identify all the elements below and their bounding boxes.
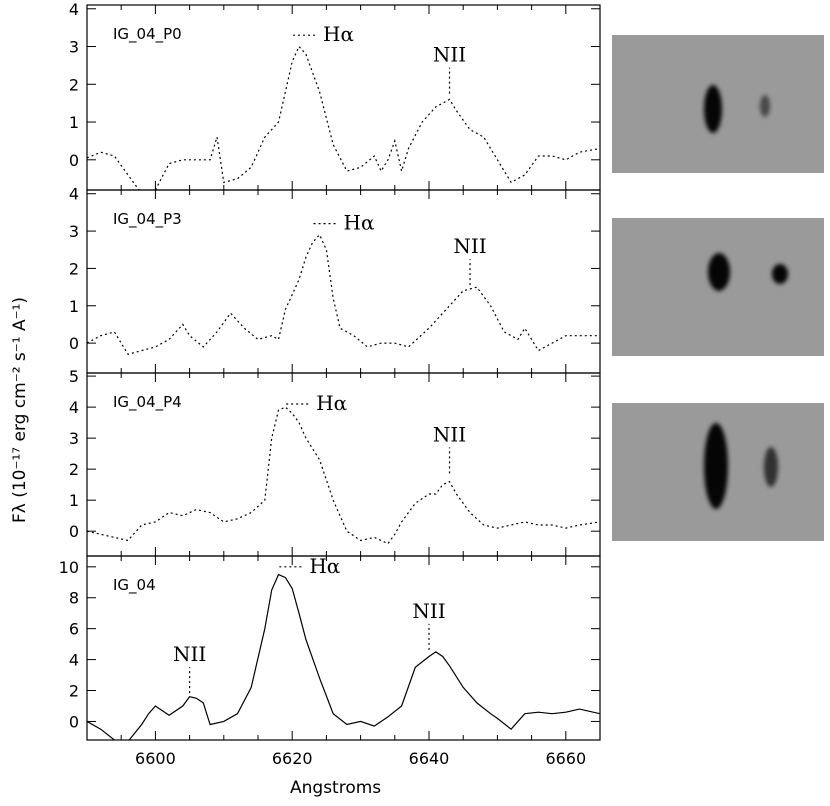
halpha-label: Hα (344, 211, 375, 235)
y-tick-label: 0 (69, 151, 79, 170)
spectrum-image-p4 (612, 403, 824, 541)
y-tick-label: 1 (69, 113, 79, 132)
y-tick-label: 3 (69, 38, 79, 57)
y-tick-label: 1 (69, 491, 79, 510)
nii-label: NII (173, 642, 206, 666)
spectrum-line (87, 573, 600, 740)
y-tick-label: 6 (69, 620, 79, 639)
y-tick-label: 2 (69, 460, 79, 479)
halpha-label: Hα (309, 554, 340, 578)
y-tick-label: 2 (69, 682, 79, 701)
spectrum-image-p3 (612, 218, 824, 356)
panel-label: IG_04_P0 (113, 25, 182, 44)
y-tick-label: 1 (69, 297, 79, 316)
y-tick-label: 8 (69, 589, 79, 608)
x-tick-label: 6660 (545, 749, 586, 768)
y-tick-label: 0 (69, 712, 79, 731)
y-tick-label: 4 (69, 398, 79, 417)
nii-label: NII (433, 422, 466, 446)
halpha-label: Hα (323, 22, 354, 46)
y-tick-label: 2 (69, 75, 79, 94)
y-tick-label: 3 (69, 222, 79, 241)
spectrum-line (87, 406, 600, 545)
panel-label: IG_04_P4 (113, 393, 182, 412)
nii-label: NII (412, 599, 445, 623)
y-axis-label: Fλ (10⁻¹⁷ erg cm⁻² s⁻¹ A⁻¹) (10, 296, 30, 524)
x-tick-label: 6620 (272, 749, 313, 768)
y-tick-label: 2 (69, 259, 79, 278)
halpha-label: Hα (316, 391, 347, 415)
x-tick-label: 6600 (135, 749, 176, 768)
y-tick-label: 5 (69, 367, 79, 386)
spectrum-image-p0 (612, 35, 824, 173)
nii-label: NII (453, 234, 486, 258)
spectrum-line (87, 233, 600, 355)
y-tick-label: 0 (69, 334, 79, 353)
x-tick-label: 6640 (409, 749, 450, 768)
y-tick-label: 4 (69, 0, 79, 19)
nii-label: NII (433, 43, 466, 67)
x-axis-label: Angstroms (290, 778, 382, 798)
panel-frame (86, 555, 601, 741)
y-tick-label: 4 (69, 185, 79, 204)
spectrum-line (87, 45, 600, 190)
y-tick-label: 0 (69, 522, 79, 541)
panel-label: IG_04 (113, 576, 156, 595)
y-tick-label: 10 (59, 558, 79, 577)
panel-label: IG_04_P3 (113, 210, 182, 229)
y-tick-label: 4 (69, 651, 79, 670)
y-tick-label: 3 (69, 429, 79, 448)
